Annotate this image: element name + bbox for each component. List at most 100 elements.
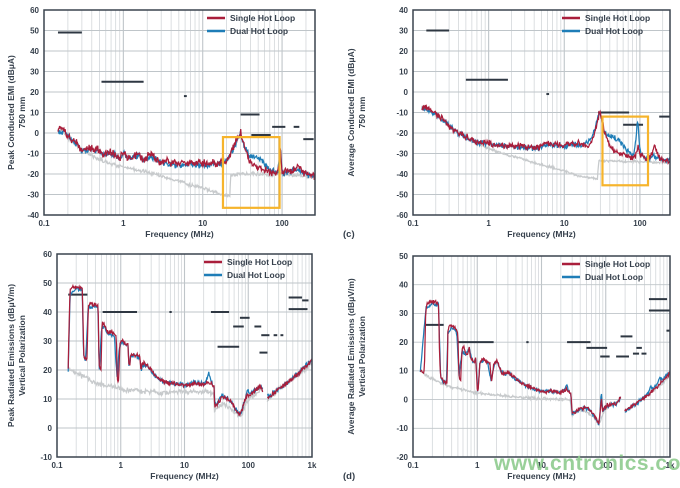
svg-text:Average Radiated Emissions (dB: Average Radiated Emissions (dBμV/m) xyxy=(346,278,356,435)
svg-text:-30: -30 xyxy=(396,149,408,158)
svg-text:10: 10 xyxy=(560,219,569,228)
series-single-hot-loop xyxy=(57,125,315,181)
panel-label-d: (d) xyxy=(343,471,356,482)
svg-text:100: 100 xyxy=(633,219,647,228)
svg-text:10: 10 xyxy=(198,219,207,228)
svg-text:50: 50 xyxy=(43,279,52,288)
svg-text:1k: 1k xyxy=(666,461,675,470)
svg-text:10: 10 xyxy=(399,67,408,76)
svg-text:-30: -30 xyxy=(27,190,39,199)
svg-text:20: 20 xyxy=(30,88,39,97)
svg-text:Frequency (MHz): Frequency (MHz) xyxy=(507,471,576,481)
svg-text:750 mm: 750 mm xyxy=(17,96,27,128)
svg-text:10: 10 xyxy=(537,461,546,470)
svg-text:Average Conducted EMI (dBμA): Average Conducted EMI (dBμA) xyxy=(346,48,356,176)
svg-text:40: 40 xyxy=(30,47,39,56)
svg-text:Single Hot Loop: Single Hot Loop xyxy=(585,13,650,23)
svg-text:-50: -50 xyxy=(396,190,408,199)
legend: Single Hot Loop Dual Hot Loop xyxy=(204,257,292,280)
chart-peak-radiated-emissions: -10 0 10 20 30 40 50 60 0.1 1 10 100 1k Frequency (MH… xyxy=(0,244,340,488)
plot-bottom-left: -10 0 10 20 30 40 50 60 0.1 1 10 100 1k Frequency (MH… xyxy=(6,250,317,481)
svg-text:40: 40 xyxy=(399,6,408,15)
plot-top-right: -60 -50 -40 -30 -20 -10 0 10 20 30 40 0.1 1 10 100 Freq… xyxy=(346,6,671,239)
svg-text:0: 0 xyxy=(48,424,53,433)
svg-text:Dual Hot Loop: Dual Hot Loop xyxy=(585,272,643,282)
limit-segments xyxy=(426,29,670,126)
svg-text:50: 50 xyxy=(30,26,39,35)
series-single-hot-loop xyxy=(67,283,312,417)
svg-text:1: 1 xyxy=(121,219,126,228)
series-single-hot-loop xyxy=(421,103,670,166)
chart-peak-conducted-emi: -40 -30 -20 -10 0 10 20 30 40 50 60 0.1 1 10 100 Freque… xyxy=(0,0,340,244)
svg-text:-10: -10 xyxy=(27,149,39,158)
svg-text:Frequency (MHz): Frequency (MHz) xyxy=(507,229,576,239)
highlight-box xyxy=(221,136,281,209)
svg-text:-10: -10 xyxy=(40,453,52,462)
svg-text:30: 30 xyxy=(30,67,39,76)
svg-text:20: 20 xyxy=(399,47,408,56)
svg-text:100: 100 xyxy=(242,461,256,470)
svg-text:Vertical Polarization: Vertical Polarization xyxy=(17,315,27,396)
svg-text:1k: 1k xyxy=(308,461,317,470)
svg-text:-20: -20 xyxy=(396,453,408,462)
svg-text:Single Hot Loop: Single Hot Loop xyxy=(230,13,295,23)
svg-text:Dual Hot Loop: Dual Hot Loop xyxy=(230,26,288,36)
svg-text:60: 60 xyxy=(43,250,52,259)
svg-text:Dual Hot Loop: Dual Hot Loop xyxy=(585,26,643,36)
svg-text:20: 20 xyxy=(43,366,52,375)
svg-text:0.1: 0.1 xyxy=(38,219,50,228)
svg-text:40: 40 xyxy=(399,281,408,290)
svg-text:20: 20 xyxy=(399,338,408,347)
chart-average-radiated-emissions: -20 -10 0 10 20 30 40 50 0.1 1 10 100 1k Frequency (M… xyxy=(340,244,680,488)
svg-text:-20: -20 xyxy=(27,170,39,179)
svg-text:Vertical Polarization: Vertical Polarization xyxy=(357,316,367,397)
svg-text:-40: -40 xyxy=(396,170,408,179)
svg-text:-60: -60 xyxy=(396,211,408,220)
series-noise-floor xyxy=(67,361,312,418)
svg-text:100: 100 xyxy=(599,461,613,470)
svg-text:750 mm: 750 mm xyxy=(357,96,367,128)
svg-text:Frequency (MHz): Frequency (MHz) xyxy=(150,471,219,481)
series-single-hot-loop xyxy=(419,299,670,425)
svg-text:0: 0 xyxy=(35,129,40,138)
svg-text:Dual Hot Loop: Dual Hot Loop xyxy=(227,270,285,280)
limit-segments xyxy=(57,31,314,141)
panel-label-c: (c) xyxy=(343,229,355,240)
plot-top-left: -40 -30 -20 -10 0 10 20 30 40 50 60 0.1 1 10 100 Freque… xyxy=(6,6,316,239)
svg-text:Frequency (MHz): Frequency (MHz) xyxy=(145,229,214,239)
chart-average-conducted-emi: -60 -50 -40 -30 -20 -10 0 10 20 30 40 0.1 1 10 100 Freq… xyxy=(340,0,680,244)
limit-segments xyxy=(424,298,670,358)
svg-text:30: 30 xyxy=(399,309,408,318)
svg-text:10: 10 xyxy=(399,367,408,376)
svg-text:1: 1 xyxy=(475,461,480,470)
svg-text:Single Hot Loop: Single Hot Loop xyxy=(585,259,650,269)
svg-text:30: 30 xyxy=(399,26,408,35)
svg-text:30: 30 xyxy=(43,337,52,346)
svg-text:-20: -20 xyxy=(396,129,408,138)
svg-text:0.1: 0.1 xyxy=(51,461,63,470)
svg-text:Single Hot Loop: Single Hot Loop xyxy=(227,257,292,267)
svg-text:1: 1 xyxy=(119,461,124,470)
svg-text:Peak Conducted EMI (dBμA): Peak Conducted EMI (dBμA) xyxy=(6,55,16,170)
svg-text:0.1: 0.1 xyxy=(407,461,419,470)
highlight-box xyxy=(601,115,650,187)
svg-text:0.1: 0.1 xyxy=(407,219,419,228)
svg-text:10: 10 xyxy=(43,395,52,404)
svg-text:-40: -40 xyxy=(27,211,39,220)
svg-text:-10: -10 xyxy=(396,108,408,117)
legend: Single Hot Loop Dual Hot Loop xyxy=(207,13,295,36)
svg-text:50: 50 xyxy=(399,252,408,261)
svg-text:10: 10 xyxy=(180,461,189,470)
legend: Single Hot Loop Dual Hot Loop xyxy=(562,13,650,36)
svg-text:40: 40 xyxy=(43,308,52,317)
svg-text:0: 0 xyxy=(404,88,409,97)
svg-text:60: 60 xyxy=(30,6,39,15)
svg-text:100: 100 xyxy=(275,219,289,228)
svg-text:1: 1 xyxy=(486,219,491,228)
svg-text:-10: -10 xyxy=(396,424,408,433)
svg-text:10: 10 xyxy=(30,108,39,117)
plot-bottom-right: -20 -10 0 10 20 30 40 50 0.1 1 10 100 1k Frequency (M… xyxy=(346,252,675,481)
svg-text:0: 0 xyxy=(404,395,409,404)
legend: Single Hot Loop Dual Hot Loop xyxy=(562,259,650,282)
